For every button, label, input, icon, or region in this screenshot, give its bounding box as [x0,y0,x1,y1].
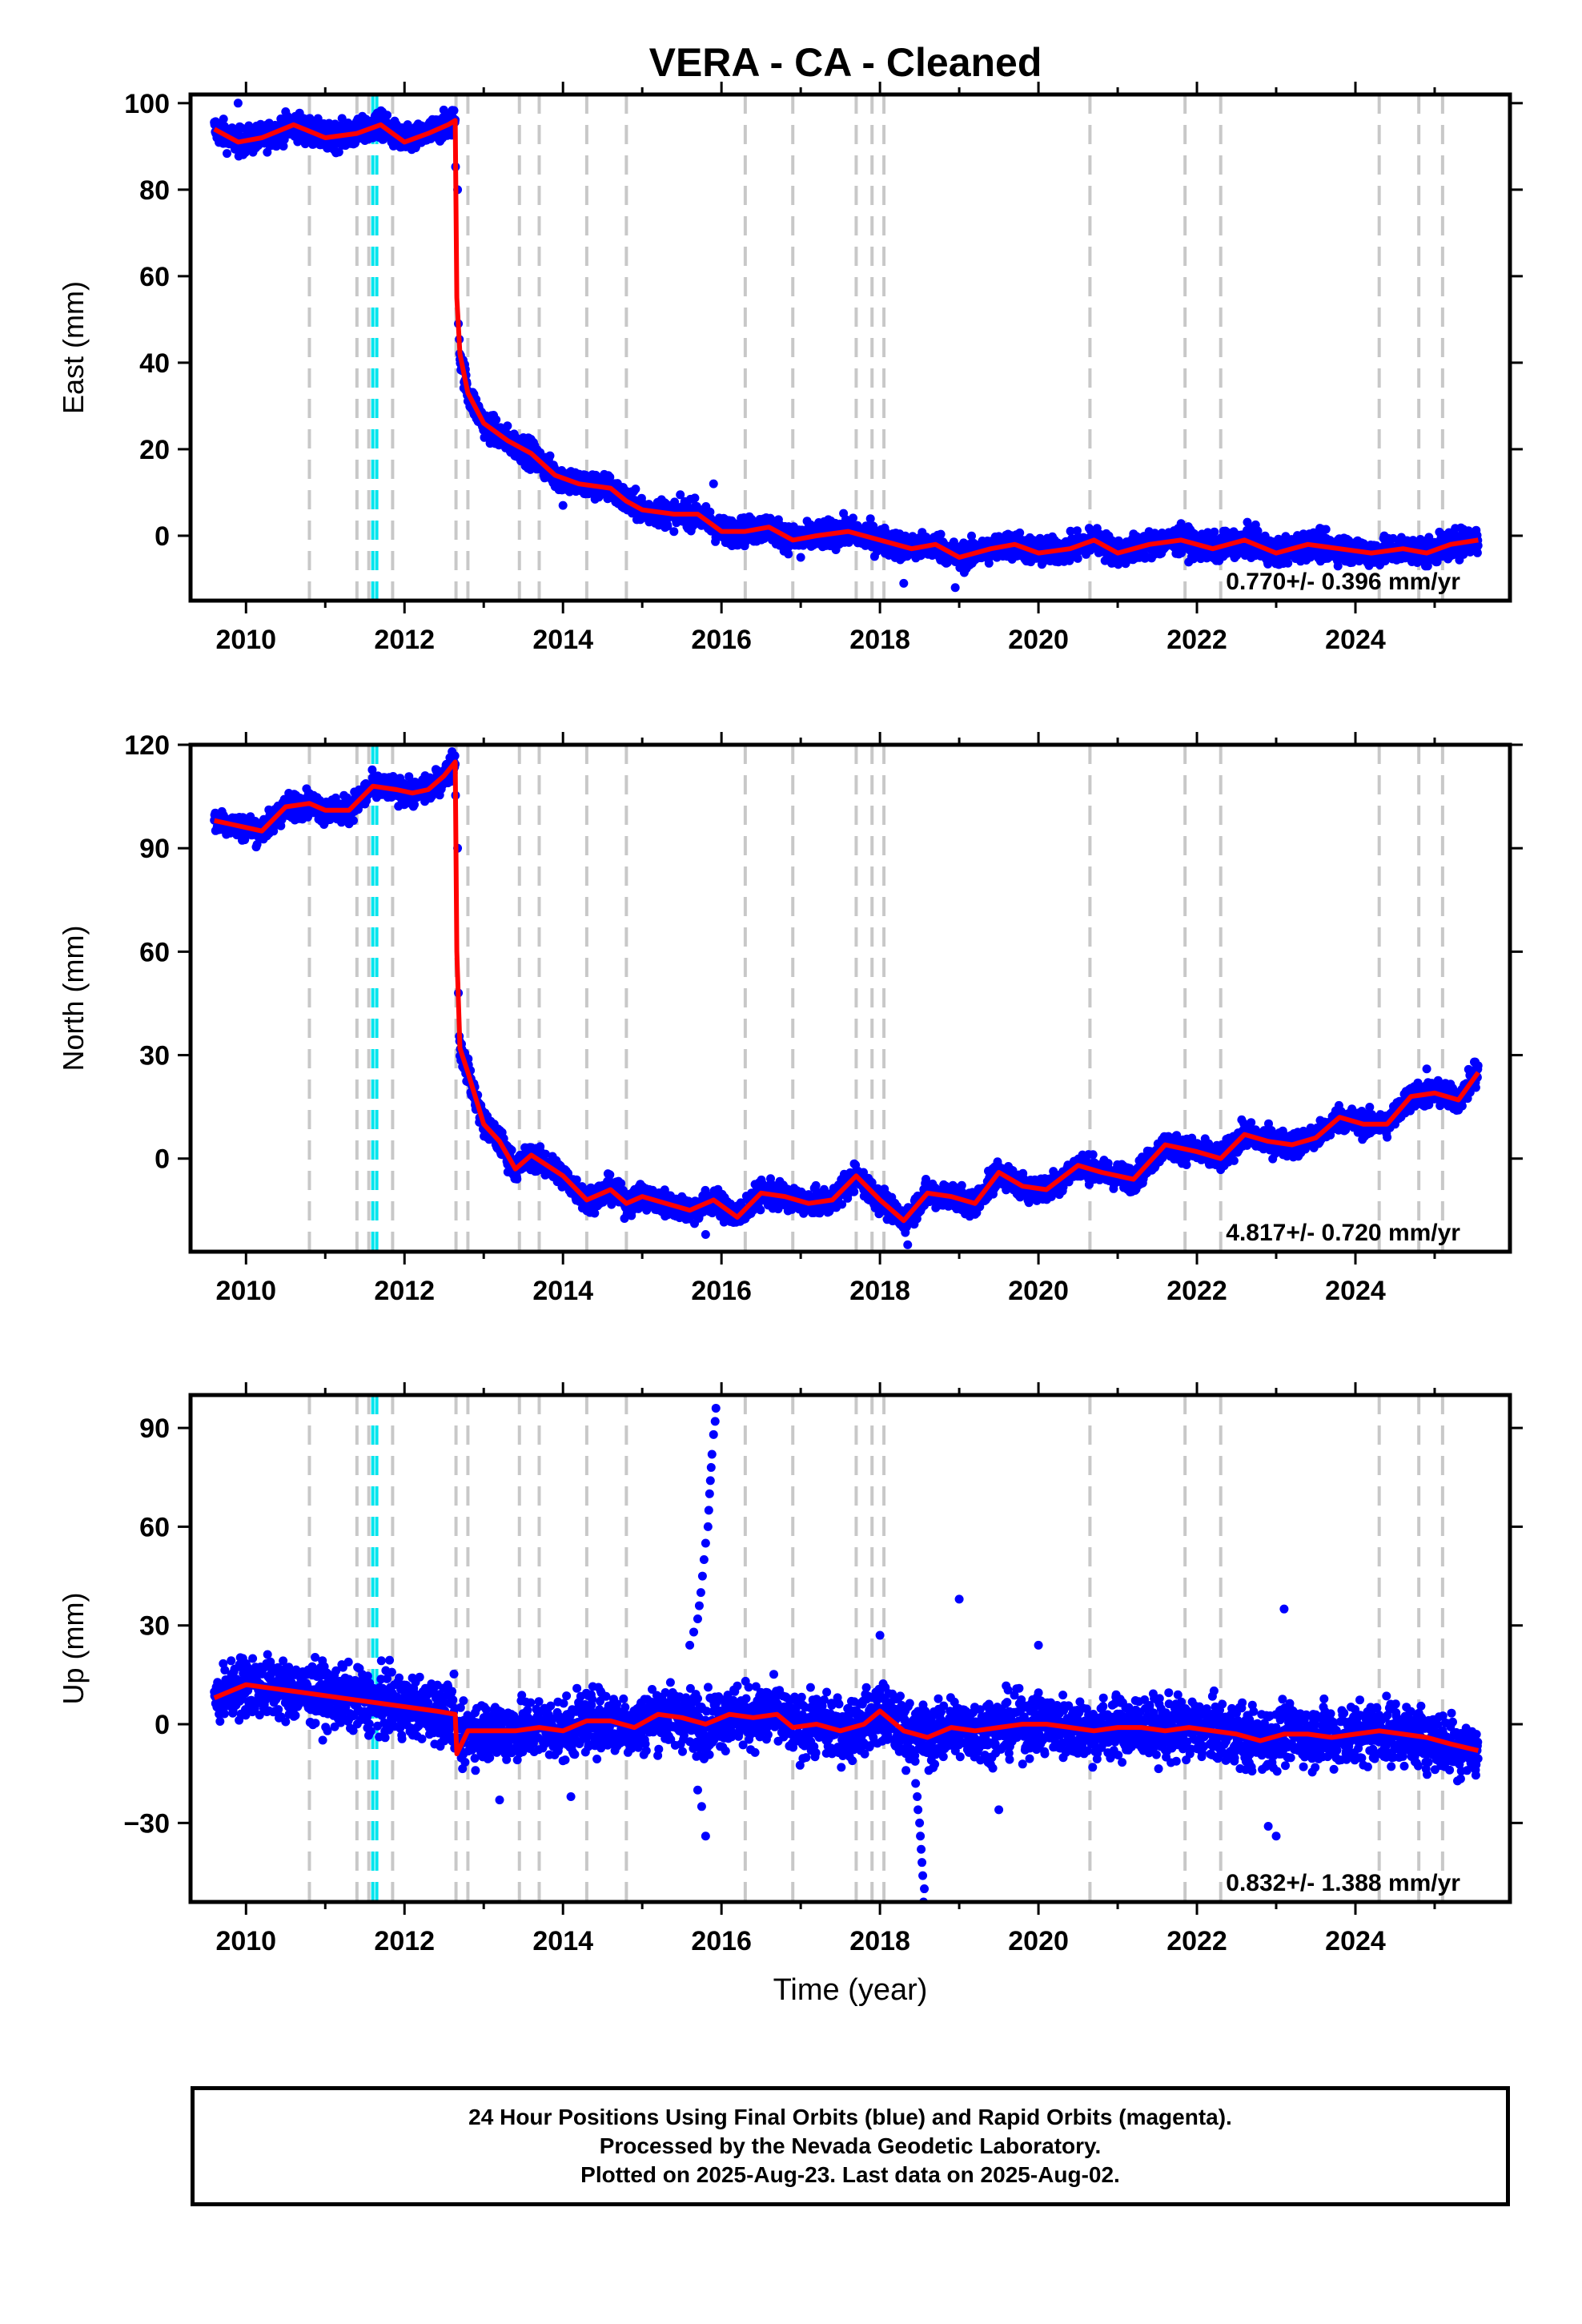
position-point [1073,553,1082,563]
position-point [784,549,793,559]
x-tick-label: 2016 [691,625,752,655]
y-tick-label: 80 [139,175,170,206]
y-tick-label: 40 [139,348,170,379]
position-point [449,106,459,115]
position-point [1473,541,1483,550]
position-point [669,527,679,537]
position-point [936,529,946,539]
position-point [1189,554,1199,564]
y-tick-label: 0 [155,521,170,552]
position-point [1424,533,1434,542]
position-points [210,99,1483,593]
position-points [210,747,1483,1249]
panels: 2010 2012 2014 2016 2018 2020 2022 2024 0 20 40 60 8… [57,82,1523,2007]
velocity-rate-label: 0.770+/- 0.396 mm/yr [1226,569,1460,595]
position-point [901,531,910,541]
x-tick-label: 2014 [532,625,593,655]
position-point [367,765,377,774]
x-tick-label: 2020 [1008,625,1069,655]
plot-area [210,94,1483,601]
position-point [967,531,976,541]
y-tick-label: 100 [124,89,170,119]
position-point [223,149,231,159]
position-point [631,485,640,494]
panel-frame [188,92,1512,603]
position-point [1423,561,1432,571]
position-point [865,514,875,524]
position-point [1408,536,1418,545]
position-point [558,501,568,510]
position-point [233,99,243,108]
position-point [410,800,419,810]
x-tick-label: 2022 [1166,625,1227,655]
model-fit-line [213,118,1479,560]
position-point [1015,528,1025,537]
position-point [709,479,718,489]
position-point [950,583,960,593]
position-point [503,421,512,431]
y-tick-label: 20 [139,435,170,465]
position-point [984,558,994,568]
position-point [349,816,358,826]
position-point [269,826,279,836]
x-tick-label: 2012 [374,625,435,655]
panel-north: 2010 2012 2014 2016 2018 2020 2022 202403060901… [57,730,1523,1306]
position-point [334,147,343,157]
position-point [899,578,909,588]
position-point [849,513,857,523]
x-tick-label: 2024 [1325,625,1386,655]
position-point [1472,548,1482,557]
position-point [1333,561,1343,571]
panel-east: 2010 2012 2014 2016 2018 2020 2022 2024 0 20 40 60 8… [57,82,1523,655]
y-tick-label: 60 [139,262,170,292]
position-point [1072,526,1082,536]
position-point [1176,519,1186,529]
position-point [1066,526,1075,536]
position-point [279,142,288,151]
position-point [605,472,615,482]
position-point [439,105,448,115]
position-point [1321,525,1331,534]
position-point [1232,550,1242,560]
position-point [690,493,700,503]
y-axis-label: East (mm) [57,281,90,414]
position-point [313,114,323,123]
figure-title: VERA - CA - Cleaned [649,40,1042,85]
x-tick-label: 2018 [849,625,910,655]
position-point [525,464,535,474]
plot-area [210,745,1483,1252]
position-point [663,521,673,531]
position-point [676,490,685,500]
position-point [337,114,347,123]
position-point [1283,558,1293,568]
position-point [796,553,805,562]
x-tick-label: 2010 [215,625,276,655]
position-point [383,111,391,120]
position-point [1210,527,1219,537]
position-point [219,115,228,124]
position-point [545,451,555,460]
position-point [492,415,501,424]
